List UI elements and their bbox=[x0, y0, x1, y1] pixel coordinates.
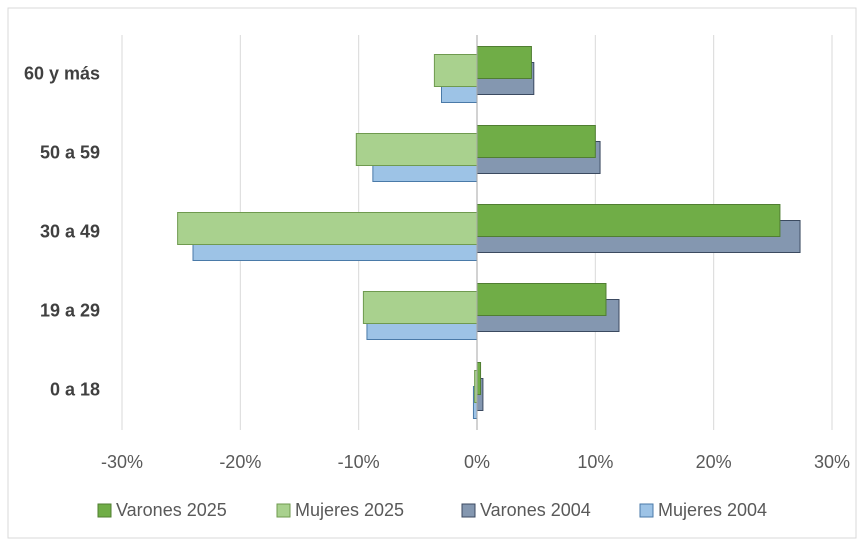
legend-swatch bbox=[276, 503, 291, 518]
bar bbox=[476, 362, 482, 395]
bar bbox=[476, 283, 607, 316]
bar bbox=[355, 133, 478, 166]
x-tick-label: 0% bbox=[464, 452, 490, 472]
y-tick-label: 30 a 49 bbox=[40, 221, 100, 241]
x-tick-label: -30% bbox=[101, 452, 143, 472]
chart-frame bbox=[7, 7, 857, 539]
legend-swatch bbox=[461, 503, 476, 518]
legend-label: Varones 2004 bbox=[480, 500, 591, 520]
legend-label: Varones 2025 bbox=[116, 500, 227, 520]
x-tick-label: -20% bbox=[219, 452, 261, 472]
bar bbox=[476, 46, 532, 79]
legend-label: Mujeres 2025 bbox=[295, 500, 404, 520]
bar bbox=[476, 204, 781, 237]
x-tick-label: -10% bbox=[338, 452, 380, 472]
y-tick-label: 60 y más bbox=[24, 63, 100, 83]
bar bbox=[177, 212, 478, 245]
legend-swatch bbox=[639, 503, 654, 518]
x-tick-label: 10% bbox=[577, 452, 613, 472]
x-tick-label: 30% bbox=[814, 452, 850, 472]
y-tick-label: 50 a 59 bbox=[40, 142, 100, 162]
y-tick-label: 0 a 18 bbox=[50, 379, 100, 399]
bar bbox=[433, 54, 478, 87]
x-tick-label: 20% bbox=[696, 452, 732, 472]
y-tick-label: 19 a 29 bbox=[40, 300, 100, 320]
legend-label: Mujeres 2004 bbox=[658, 500, 767, 520]
bar bbox=[476, 125, 596, 158]
legend-swatch bbox=[97, 503, 112, 518]
bar bbox=[362, 291, 478, 324]
